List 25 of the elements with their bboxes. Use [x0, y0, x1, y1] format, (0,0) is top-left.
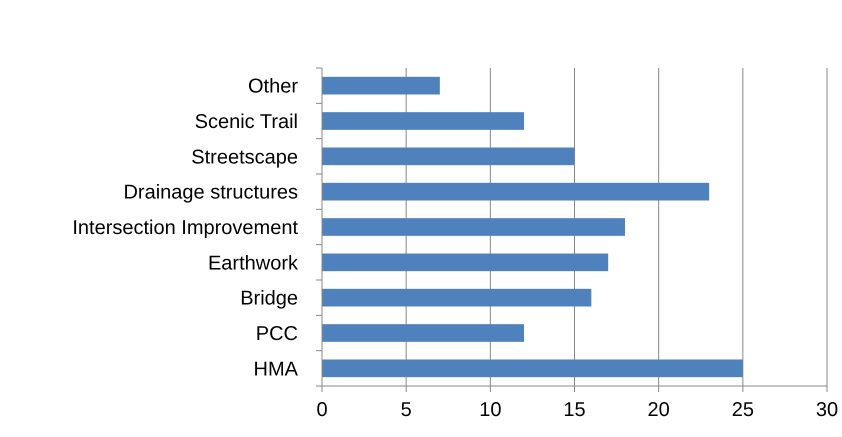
y-tick-label: PCC: [256, 323, 298, 345]
y-tick-label: Intersection Improvement: [72, 217, 298, 239]
bar: [322, 182, 710, 200]
x-tick-label: 5: [400, 399, 412, 421]
x-tick-label: 25: [732, 399, 754, 421]
y-tick-label: Scenic Trail: [194, 111, 298, 133]
bar: [322, 254, 608, 272]
bar: [322, 76, 440, 94]
bar: [322, 360, 743, 378]
x-tick-label: 15: [563, 399, 586, 421]
y-tick-label: Other: [248, 76, 298, 98]
x-tick-label: 0: [316, 399, 328, 421]
y-tick-label: HMA: [254, 358, 299, 380]
y-tick-label: Bridge: [240, 288, 298, 310]
y-tick-label: Earthwork: [208, 252, 299, 274]
x-tick-label: 30: [816, 399, 838, 421]
y-tick-label: Drainage structures: [123, 182, 298, 204]
x-tick-label: 10: [479, 399, 502, 421]
y-tick-label: Streetscape: [191, 146, 298, 168]
bar: [322, 218, 625, 236]
bar: [322, 324, 524, 342]
bar: [322, 148, 574, 166]
bar: [322, 288, 592, 306]
x-tick-label: 20: [648, 399, 670, 421]
bar: [322, 112, 524, 130]
